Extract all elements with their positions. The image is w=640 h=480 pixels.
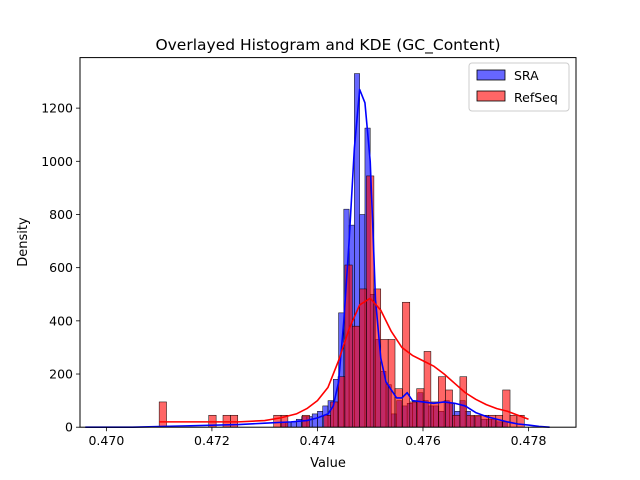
y-tick-label: 0	[65, 420, 73, 435]
x-tick-label: 0.478	[511, 433, 547, 448]
refseq-bar	[452, 414, 461, 428]
plot-frame	[79, 57, 577, 428]
refseq-bar	[158, 401, 167, 428]
refseq-bar	[416, 388, 425, 428]
refseq-bar	[359, 288, 367, 428]
legend-swatch-refseq	[476, 90, 506, 102]
y-tick-label: 1000	[41, 154, 73, 169]
legend-label-sra: SRA	[514, 68, 539, 83]
sra-bar	[317, 410, 323, 428]
y-tick-label: 800	[49, 207, 73, 222]
chart-title: Overlayed Histogram and KDE (GC_Content)	[155, 36, 500, 55]
refseq-kde-line	[159, 297, 529, 423]
y-tick-label: 400	[49, 313, 73, 328]
sra-bar	[311, 413, 318, 428]
y-tick-label: 200	[49, 367, 73, 382]
y-tick-label: 600	[49, 260, 73, 275]
refseq-histogram-bars	[158, 175, 525, 428]
refseq-bar	[466, 414, 475, 428]
legend-label-refseq: RefSeq	[514, 90, 558, 105]
refseq-bar	[394, 388, 403, 428]
y-axis: 0 200 400 600 800 1000 1200	[41, 101, 80, 435]
x-tick-label: 0.470	[88, 433, 124, 448]
x-tick-label: 0.472	[194, 433, 230, 448]
kde-curves	[85, 88, 550, 429]
refseq-bar	[409, 401, 417, 428]
refseq-bar	[473, 414, 482, 428]
refseq-bar	[430, 401, 439, 428]
refseq-bar	[273, 414, 282, 428]
refseq-bar	[352, 325, 360, 428]
x-axis-label: Value	[310, 456, 346, 471]
refseq-bar	[323, 414, 331, 428]
legend: SRA RefSeq	[468, 62, 570, 112]
x-tick-label: 0.474	[300, 433, 336, 448]
legend-swatch-sra	[476, 69, 506, 81]
x-axis: 0.470 0.472 0.474 0.476 0.478	[88, 427, 546, 448]
sra-kde-line	[85, 88, 550, 429]
refseq-bar	[387, 339, 396, 428]
y-axis-label: Density	[16, 217, 31, 267]
y-tick-label: 1200	[41, 101, 73, 116]
refseq-bar	[337, 376, 346, 428]
refseq-bar	[402, 301, 411, 428]
refseq-bar	[330, 401, 339, 428]
refseq-bar	[445, 389, 453, 428]
refseq-bar	[509, 414, 518, 428]
x-tick-label: 0.476	[405, 433, 441, 448]
sra-bar	[290, 421, 297, 428]
refseq-bar	[459, 376, 468, 428]
